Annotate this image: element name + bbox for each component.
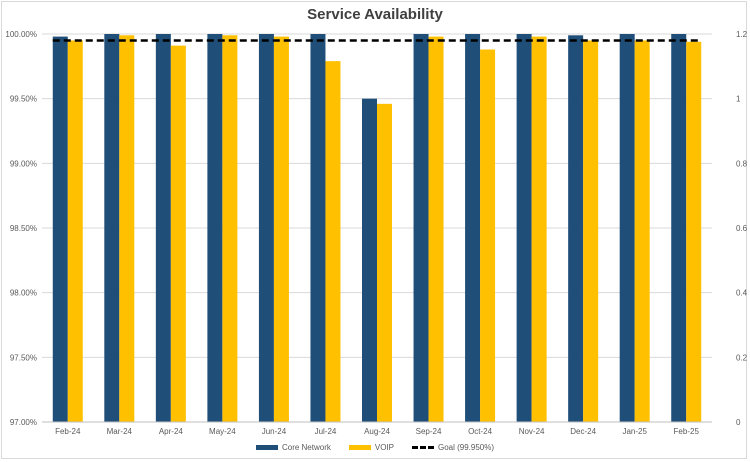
y2-tick-label: 0.6 [736, 224, 748, 233]
legend-swatch-voip [348, 445, 371, 450]
x-tick-label: Feb-25 [674, 427, 700, 436]
legend-label-core-network: Core Network [281, 443, 331, 452]
y2-tick-label: 0 [736, 418, 741, 427]
bar-voip [480, 49, 496, 423]
x-axis: Feb-24 Mar-24 Apr-24 May-24 Jun-24 Jul-24 Aug-… [42, 421, 712, 436]
bar-core-network [155, 34, 171, 422]
bar-voip [273, 36, 289, 422]
legend-item-goal: Goal (99.950%) [412, 443, 494, 452]
y-axis: 97.00% 97.50% 98.00% 98.50% 99.00% 99.50% 100.… [5, 30, 37, 427]
x-tick-label: May-24 [209, 427, 236, 436]
x-tick-label: Feb-24 [55, 427, 81, 436]
bar-core-network [568, 35, 584, 422]
legend-label-goal: Goal (99.950%) [438, 443, 495, 452]
bar-core-network [362, 98, 377, 423]
y-tick-label: 99.50% [10, 95, 37, 104]
bar-core-network [465, 34, 481, 422]
bar-core-network [52, 36, 68, 422]
x-tick-label: Dec-24 [570, 427, 596, 436]
y2-tick-label: 1 [736, 95, 741, 104]
x-tick-label: Jul-24 [315, 427, 337, 436]
y2-tick-label: 0.8 [736, 159, 748, 168]
bar-core-network [619, 34, 635, 422]
y-tick-label: 97.50% [10, 353, 37, 362]
bar-voip [67, 40, 83, 422]
y2-tick-label: 1.2 [736, 30, 748, 39]
legend-label-voip: VOIP [374, 443, 394, 452]
bar-voip [222, 35, 238, 422]
legend: Core Network VOIP Goal (99.950%) [0, 443, 750, 452]
bar-core-network [310, 34, 326, 422]
legend-item-core-network: Core Network [255, 443, 331, 452]
bar-voip [170, 45, 186, 422]
bar-voip [686, 41, 702, 422]
bar-core-network [516, 34, 532, 422]
y-tick-label: 100.00% [5, 30, 37, 39]
x-tick-label: Sep-24 [416, 427, 442, 436]
x-tick-label: Jun-24 [262, 427, 287, 436]
y-tick-label: 98.50% [10, 224, 37, 233]
y2-tick-label: 0.4 [736, 289, 748, 298]
x-tick-label: Aug-24 [364, 427, 390, 436]
x-tick-label: Apr-24 [159, 427, 184, 436]
legend-item-voip: VOIP [348, 443, 394, 452]
bar-core-network [207, 34, 223, 422]
bar-voip [583, 40, 599, 422]
x-tick-label: Oct-24 [468, 427, 493, 436]
bars [52, 34, 702, 423]
bar-core-network [104, 34, 120, 422]
bar-voip [531, 36, 547, 422]
bar-core-network [413, 34, 429, 422]
legend-swatch-core-network [255, 445, 278, 450]
bar-voip [428, 36, 444, 422]
bar-voip [325, 61, 341, 422]
bar-core-network [258, 34, 274, 422]
x-tick-label: Jan-25 [622, 427, 647, 436]
y-tick-label: 98.00% [10, 289, 37, 298]
y2-axis: 0 0.2 0.4 0.6 0.8 1 1.2 [736, 30, 748, 427]
legend-swatch-goal [412, 446, 434, 449]
x-tick-label: Nov-24 [519, 427, 545, 436]
y-tick-label: 97.00% [10, 418, 37, 427]
bar-voip [119, 35, 135, 422]
y2-tick-label: 0.2 [736, 353, 748, 362]
x-tick-label: Mar-24 [107, 427, 133, 436]
chart-title: Service Availability [307, 6, 443, 23]
bar-voip [377, 103, 392, 422]
bar-voip [634, 40, 650, 422]
bar-core-network [671, 34, 687, 422]
y-tick-label: 99.00% [10, 159, 37, 168]
